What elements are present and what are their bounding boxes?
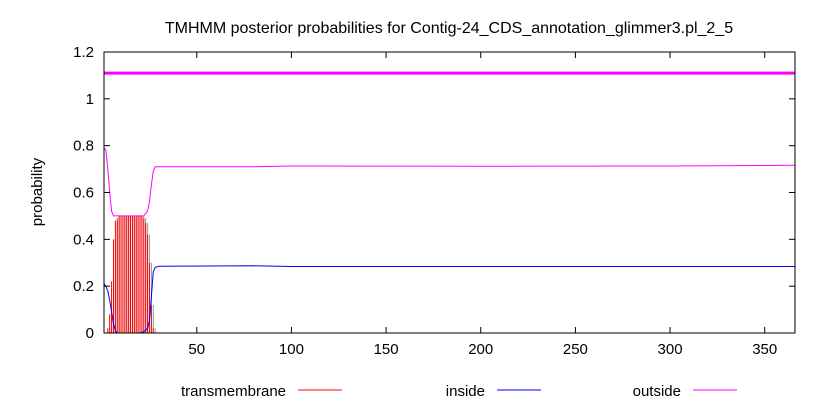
legend-label-outside: outside	[633, 383, 681, 400]
y-tick-label-6: 1.2	[73, 44, 94, 61]
x-tick-label-2: 150	[374, 341, 399, 358]
legend: transmembrane inside outside	[181, 383, 737, 400]
y-axis-label: probability	[29, 157, 46, 226]
series-inside-line	[103, 265, 795, 334]
y-tick-label-1: 0.2	[73, 278, 94, 295]
chart-title: TMHMM posterior probabilities for Contig…	[165, 20, 733, 37]
plot-area	[103, 71, 796, 334]
legend-label-inside: inside	[446, 383, 485, 400]
x-tick-label-3: 200	[468, 341, 493, 358]
y-tick-label-3: 0.6	[73, 185, 94, 202]
series-outside-line	[103, 147, 796, 217]
x-tick-label-0: 50	[188, 341, 205, 358]
x-tick-label-5: 300	[658, 341, 683, 358]
x-tick-label-1: 100	[279, 341, 304, 358]
x-tick-label-4: 250	[563, 341, 588, 358]
y-tick-label-5: 1	[86, 91, 94, 108]
y-tick-label-2: 0.4	[73, 231, 94, 248]
axes: 0 0.2 0.4 0.6 0.8 1 1.2 50 100 150 200 250 300 350	[73, 44, 796, 358]
plot-frame	[103, 51, 796, 334]
y-tick-label-4: 0.8	[73, 138, 94, 155]
legend-label-transmembrane: transmembrane	[181, 383, 286, 400]
legend-item-transmembrane: transmembrane	[181, 383, 342, 400]
y-tick-label-0: 0	[86, 325, 94, 342]
legend-item-inside: inside	[446, 383, 541, 400]
x-tick-label-6: 350	[752, 341, 777, 358]
legend-item-outside: outside	[633, 383, 737, 400]
series-transmembrane	[107, 215, 156, 333]
